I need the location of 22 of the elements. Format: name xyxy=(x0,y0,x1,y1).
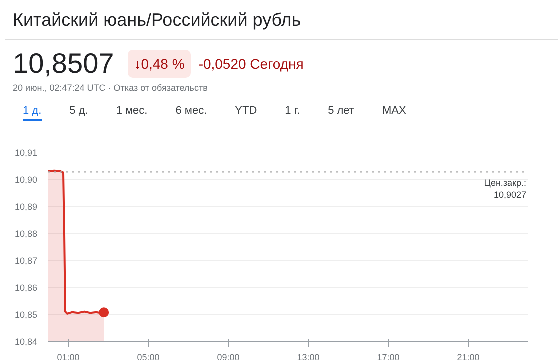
text: 6 мес. xyxy=(176,104,208,119)
text: ↓0,48 % xyxy=(128,50,191,78)
chart-title: Китайский юань/Российский рубль xyxy=(5,5,558,40)
y-tick-label: 10,86 xyxy=(14,283,38,293)
text: 5 лет xyxy=(328,104,354,119)
y-tick-label: 10,87 xyxy=(14,256,38,266)
ref-line-label: Цен.закр.: 10,9027 xyxy=(484,178,527,200)
text: 5 д. xyxy=(70,104,88,119)
text: MAX xyxy=(382,104,406,119)
y-tick-label: 10,85 xyxy=(14,310,38,320)
text: 1 д. xyxy=(23,102,42,121)
y-tick-label: 10,91 xyxy=(14,148,38,158)
text: 10,8507 xyxy=(13,48,114,80)
text: -0,0520 Сегодня xyxy=(198,55,304,74)
y-tick-label: 10,90 xyxy=(14,175,38,185)
text: YTD xyxy=(235,104,258,119)
y-tick-label: 10,84 xyxy=(14,337,38,347)
y-tick-label: 10,88 xyxy=(14,229,38,239)
text: 1 мес. xyxy=(116,104,148,119)
text: 20 июн., 02:47:24 UTC · Отказ от обязательств xyxy=(12,82,209,95)
y-tick-label: 10,89 xyxy=(14,202,38,212)
text: 1 г. xyxy=(285,104,300,119)
